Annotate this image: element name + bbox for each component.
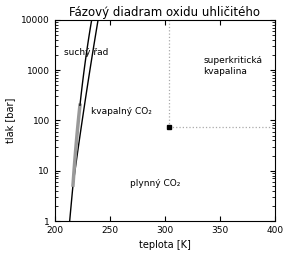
Text: superkritická
kvapalina: superkritická kvapalina: [203, 56, 262, 76]
Text: plynný CO₂: plynný CO₂: [129, 179, 180, 188]
Text: kvapalný CO₂: kvapalný CO₂: [91, 107, 152, 116]
Text: suchý řad: suchý řad: [64, 48, 108, 57]
Title: Fázový diadram oxidu uhličitého: Fázový diadram oxidu uhličitého: [69, 6, 260, 18]
X-axis label: teplota [K]: teplota [K]: [139, 240, 191, 250]
Y-axis label: tlak [bar]: tlak [bar]: [5, 98, 16, 143]
